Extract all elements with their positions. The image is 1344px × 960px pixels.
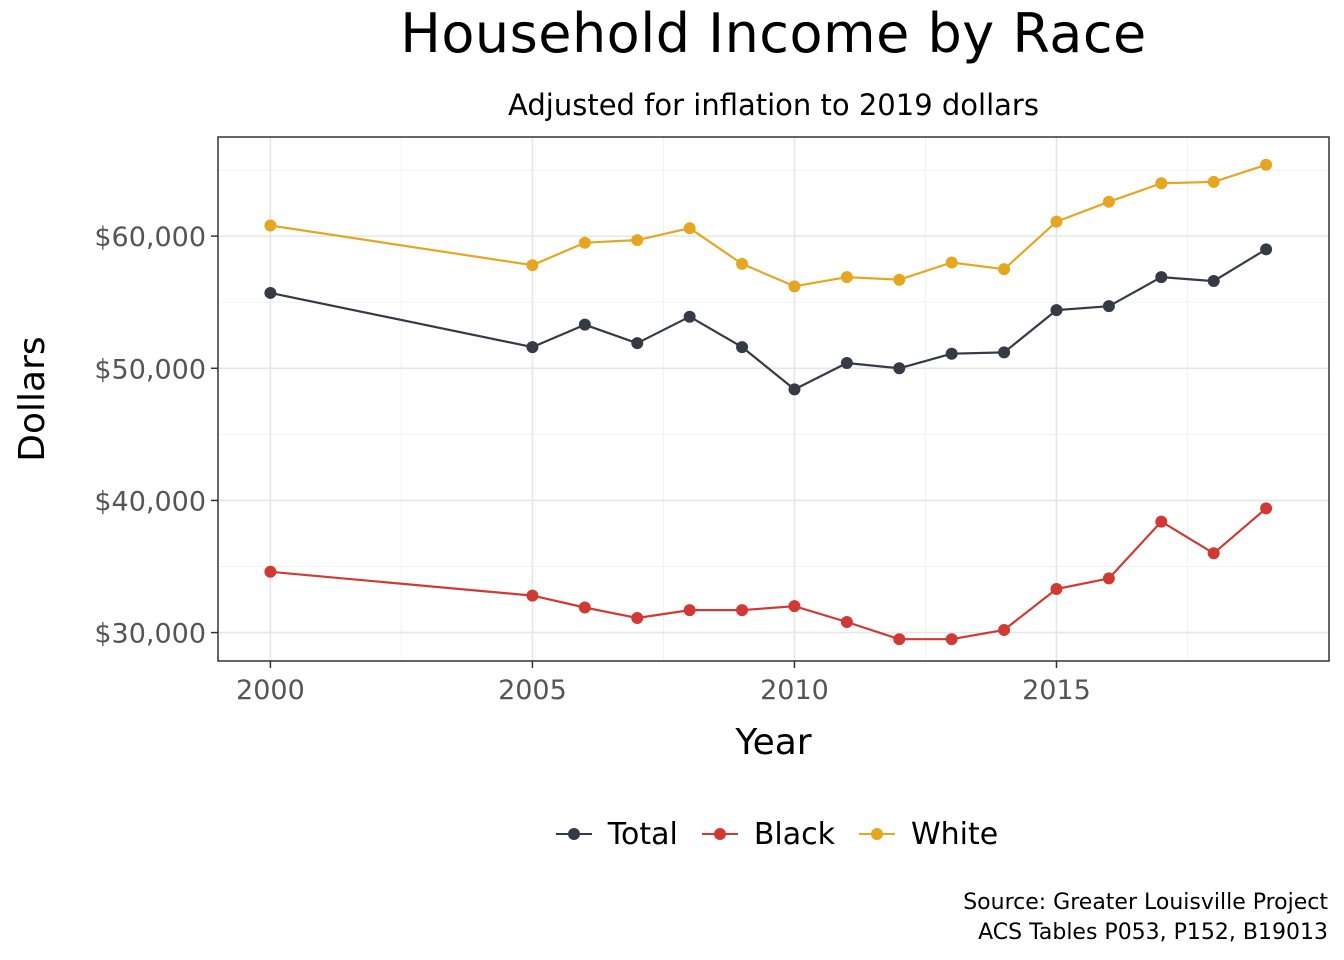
minor-gridlines (218, 137, 1329, 661)
data-point-black (1155, 515, 1168, 528)
legend-key-dot (713, 828, 726, 840)
data-point-total (526, 341, 539, 354)
x-tick-label: 2015 (1022, 675, 1091, 706)
x-tick-label: 2010 (760, 675, 829, 706)
data-point-white (1155, 177, 1168, 190)
data-point-white (578, 236, 591, 249)
legend-item-total: Total (554, 814, 678, 854)
chart-title: Household Income by Race (400, 2, 1147, 65)
data-point-white (893, 273, 906, 286)
panel-border (217, 136, 1330, 662)
chart-plot: 2000 2005 2010 2015 $30,000 $40,000 $50,000 $6… (12, 136, 1330, 763)
legend-key-total (554, 814, 594, 854)
data-point-white (998, 263, 1011, 276)
data-point-white (264, 219, 277, 232)
data-point-black (998, 623, 1011, 636)
data-point-white (840, 271, 853, 284)
legend-label-black: Black (753, 816, 835, 852)
x-tick-label: 2005 (498, 675, 567, 706)
data-point-white (1207, 175, 1220, 188)
data-point-black (1207, 547, 1220, 560)
data-point-total (998, 346, 1011, 359)
x-tick-label: 2000 (236, 675, 305, 706)
data-point-total (840, 356, 853, 369)
x-tick-labels: 2000 2005 2010 2015 (236, 675, 1091, 706)
data-point-black (631, 612, 644, 625)
data-point-total (631, 337, 644, 350)
x-axis-title: Year (734, 722, 811, 763)
series-line-total (270, 248, 1267, 391)
chart-subtitle: Adjusted for inflation to 2019 dollars (508, 88, 1039, 122)
data-point-white (1260, 158, 1273, 171)
caption-line-2: ACS Tables P053, P152, B19013 (978, 920, 1328, 945)
data-point-black (840, 616, 853, 629)
data-point-total (683, 310, 696, 323)
data-point-total (1207, 275, 1220, 288)
data-point-total (1050, 304, 1063, 317)
legend-label-white: White (911, 816, 999, 852)
data-point-total (736, 341, 749, 354)
series-layer (264, 158, 1273, 646)
data-point-total (1155, 271, 1168, 284)
data-point-total (1102, 300, 1115, 313)
data-point-total (264, 286, 277, 299)
data-point-total (578, 318, 591, 331)
series-line-black (270, 507, 1267, 641)
axis-ticks (211, 235, 1058, 668)
legend-label-total: Total (607, 816, 678, 852)
legend-item-black: Black (700, 814, 835, 854)
data-point-black (788, 600, 801, 613)
caption: Source: Greater Louisville Project ACS T… (963, 888, 1328, 948)
data-point-black (526, 589, 539, 602)
legend-key-dot (871, 828, 883, 840)
data-point-white (788, 280, 801, 293)
series-line-white (270, 163, 1267, 288)
y-tick-label: $30,000 (94, 619, 206, 650)
data-point-black (945, 633, 958, 646)
caption-line-1: Source: Greater Louisville Project (963, 890, 1328, 915)
data-point-black (1102, 572, 1115, 585)
data-point-black (1050, 582, 1063, 595)
data-point-black (264, 565, 277, 578)
data-point-black (683, 604, 696, 617)
data-point-total (945, 347, 958, 360)
y-tick-label: $60,000 (94, 222, 206, 253)
legend-key-dot (567, 828, 580, 840)
data-point-total (788, 383, 801, 396)
legend: Total Black White (0, 814, 1344, 854)
data-point-white (683, 222, 696, 235)
data-point-white (945, 256, 958, 269)
data-point-black (736, 604, 749, 617)
data-point-black (578, 601, 591, 614)
data-point-white (1050, 215, 1063, 228)
y-tick-label: $40,000 (94, 486, 206, 517)
legend-key-black (700, 814, 740, 854)
data-point-white (526, 259, 539, 272)
data-point-white (631, 234, 644, 247)
legend-key-white (857, 814, 897, 854)
data-point-white (1102, 195, 1115, 208)
data-point-total (893, 362, 906, 375)
y-axis-title: Dollars (12, 336, 53, 461)
data-point-total (1260, 243, 1273, 256)
y-tick-label: $50,000 (94, 354, 206, 385)
data-point-black (1260, 502, 1273, 515)
legend-item-white: White (857, 814, 998, 854)
data-point-black (893, 633, 906, 646)
data-point-white (736, 257, 749, 270)
y-tick-labels: $30,000 $40,000 $50,000 $60,000 (94, 222, 206, 649)
